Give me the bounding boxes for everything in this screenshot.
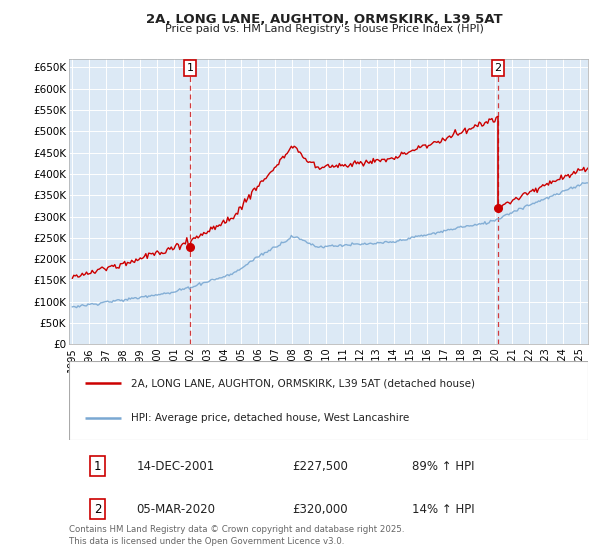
Text: Price paid vs. HM Land Registry's House Price Index (HPI): Price paid vs. HM Land Registry's House … <box>164 24 484 34</box>
Text: £227,500: £227,500 <box>292 460 348 473</box>
Text: 2: 2 <box>94 502 101 516</box>
Text: 14% ↑ HPI: 14% ↑ HPI <box>412 502 474 516</box>
FancyBboxPatch shape <box>69 361 588 440</box>
Text: 89% ↑ HPI: 89% ↑ HPI <box>412 460 474 473</box>
Text: Contains HM Land Registry data © Crown copyright and database right 2025.
This d: Contains HM Land Registry data © Crown c… <box>69 525 404 546</box>
Text: 05-MAR-2020: 05-MAR-2020 <box>136 502 215 516</box>
Text: 14-DEC-2001: 14-DEC-2001 <box>136 460 215 473</box>
Text: £320,000: £320,000 <box>292 502 348 516</box>
Text: 1: 1 <box>94 460 101 473</box>
Text: 2: 2 <box>494 63 502 73</box>
Text: 2A, LONG LANE, AUGHTON, ORMSKIRK, L39 5AT: 2A, LONG LANE, AUGHTON, ORMSKIRK, L39 5A… <box>146 13 502 26</box>
Text: 2A, LONG LANE, AUGHTON, ORMSKIRK, L39 5AT (detached house): 2A, LONG LANE, AUGHTON, ORMSKIRK, L39 5A… <box>131 378 475 388</box>
Text: HPI: Average price, detached house, West Lancashire: HPI: Average price, detached house, West… <box>131 413 410 423</box>
Text: 1: 1 <box>187 63 194 73</box>
